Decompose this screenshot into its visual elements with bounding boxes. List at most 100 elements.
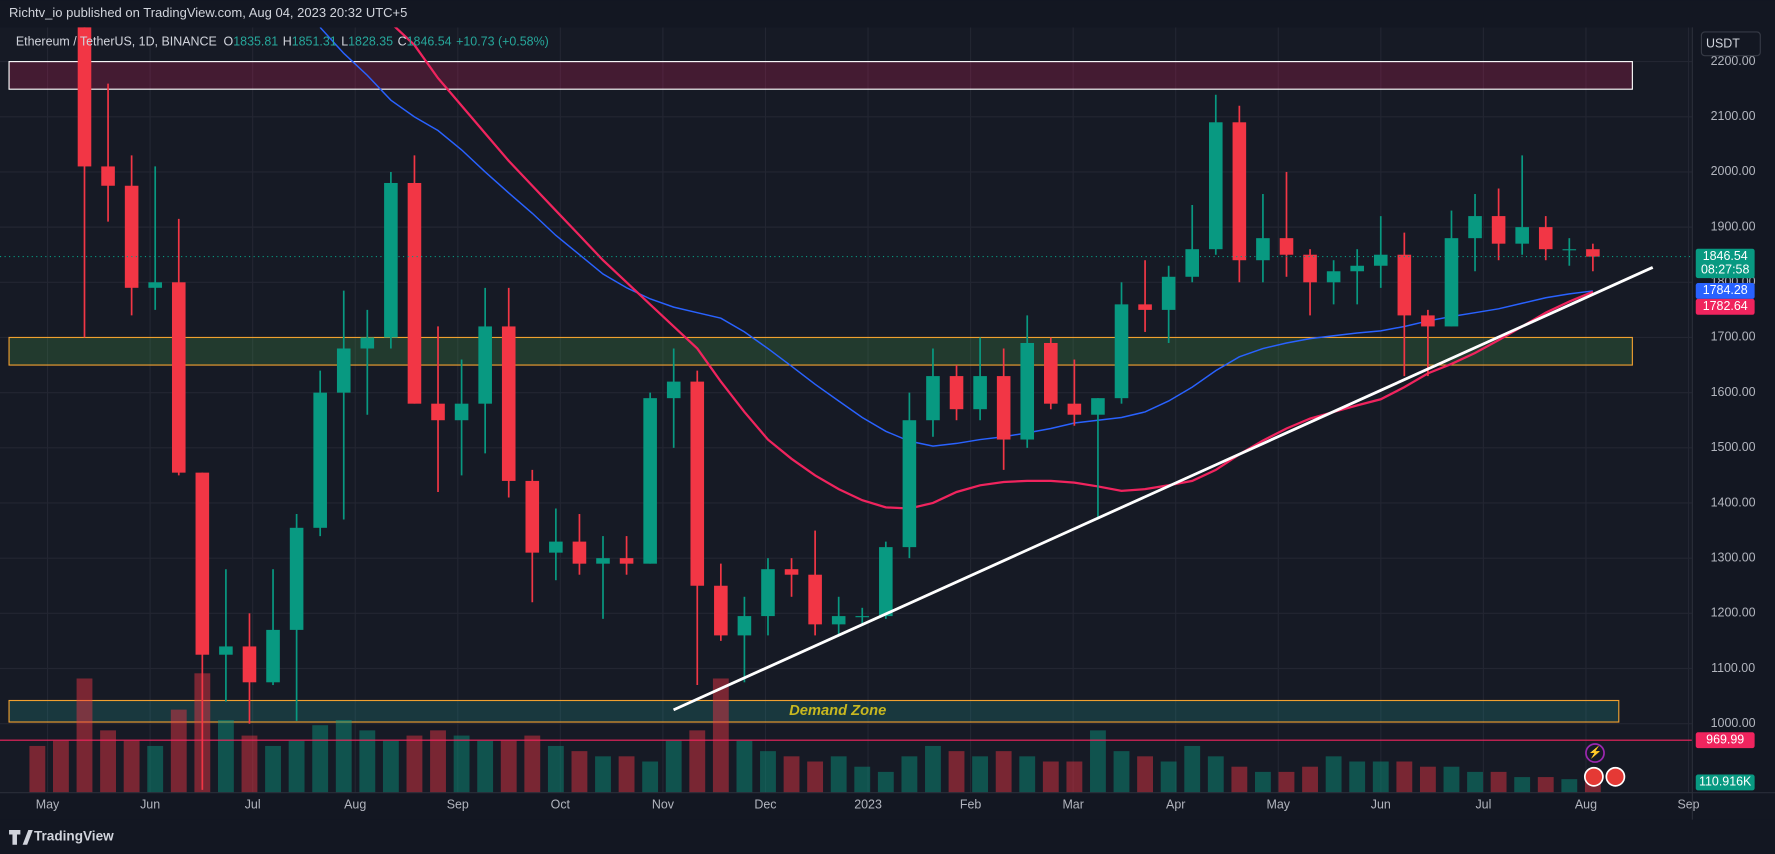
legend-value: 1828.35 [348, 34, 393, 48]
currency-button[interactable] [1700, 31, 1761, 57]
candle-body [1538, 227, 1553, 250]
x-tick-label: May [36, 797, 60, 811]
x-tick-label: Nov [652, 797, 675, 811]
volume-bar [477, 740, 494, 793]
candle-body [1350, 265, 1364, 272]
chart-pane [0, 27, 1693, 793]
x-tick-label: Feb [960, 797, 982, 811]
zone [8, 61, 1633, 90]
economic-event-icon[interactable] [1605, 766, 1626, 787]
volume-bar [854, 766, 871, 793]
y-tick-label: 2000.00 [1711, 164, 1756, 178]
candle-body [478, 326, 492, 404]
candle-body [384, 182, 398, 338]
zone [8, 336, 1633, 366]
legend-key: C [398, 34, 407, 48]
zone-label: Demand Zone [789, 703, 886, 719]
volume-bar [335, 720, 352, 793]
volume-bar [100, 730, 116, 793]
volume-bar [571, 751, 588, 793]
zone [8, 699, 1620, 723]
volume-bar [1490, 771, 1507, 793]
economic-event-icon[interactable] [1583, 766, 1604, 787]
volume-bar [1042, 761, 1059, 793]
x-tick-label: Jun [140, 797, 160, 811]
candle-body [619, 558, 634, 564]
candle-body [1397, 254, 1412, 316]
volume-bar [312, 725, 329, 793]
moving-average [393, 27, 1594, 510]
volume-bar [217, 720, 234, 793]
x-tick-label: Jul [245, 797, 261, 811]
symbol: Ethereum / TetherUS, 1D, BINANCE [16, 34, 217, 48]
volume-bar [1443, 766, 1460, 793]
y-tick-label: 1300.00 [1711, 550, 1756, 564]
volume-bar [1231, 766, 1248, 793]
volume-tag-bg [1695, 774, 1755, 791]
volume-bar [783, 756, 800, 793]
candle-body [336, 348, 351, 393]
ma-tag: 1784.28 [1703, 283, 1748, 297]
y-tick-label: 1500.00 [1711, 440, 1756, 454]
candle-body [1444, 238, 1459, 327]
x-tick-label: May [1267, 797, 1291, 811]
volume-bar [430, 730, 446, 793]
candle-body [1044, 342, 1058, 404]
candle-body [1562, 249, 1577, 251]
candle-body [454, 403, 469, 421]
event-icon-glyph: ⚡ [1588, 745, 1602, 759]
candle-body [101, 166, 115, 186]
volume-bar [359, 730, 376, 793]
volume-bar [265, 745, 281, 793]
event-icon[interactable] [1585, 743, 1605, 763]
volume-bar [689, 730, 706, 793]
alert-tag-bg [1695, 732, 1755, 749]
volume-bar [382, 740, 399, 793]
volume-bar [453, 735, 470, 793]
volume-bar [807, 761, 824, 793]
currency[interactable]: USDT [1706, 37, 1740, 51]
volume-bar [972, 756, 989, 793]
volume-bar [1066, 761, 1083, 793]
volume-bar [1207, 756, 1224, 793]
volume-bar [1537, 777, 1554, 793]
volume-bar [1514, 777, 1531, 793]
volume-bar [925, 745, 941, 793]
volume-bar [901, 756, 918, 793]
volume-bar [1278, 771, 1295, 793]
candle-body [1020, 342, 1035, 440]
volume-bar [995, 751, 1012, 793]
volume-bar [1090, 730, 1106, 793]
x-tick-label: Mar [1062, 797, 1083, 811]
alert-tag: 969.99 [1706, 733, 1744, 747]
volume-bar [147, 745, 164, 793]
x-tick-label: Aug [344, 797, 366, 811]
x-tick-label: Dec [754, 797, 776, 811]
volume-bar [736, 740, 753, 793]
candle-body [831, 616, 846, 625]
volume-bar [524, 735, 541, 793]
last-price-tag-bg [1695, 248, 1755, 279]
y-tick-label: 1100.00 [1711, 661, 1755, 675]
candle-body [1303, 254, 1317, 283]
y-tick-label: 1600.00 [1711, 385, 1756, 399]
volume-bar [1419, 766, 1436, 793]
candle-body [996, 376, 1011, 440]
y-tick-label: 2200.00 [1711, 54, 1756, 68]
legend-value: 1851.31 [292, 34, 337, 48]
legend-value: 1846.54 [407, 34, 452, 48]
candle-body [266, 629, 280, 683]
y-tick-label: 1000.00 [1711, 716, 1756, 730]
ma-tag-bg [1695, 283, 1755, 299]
candle-body [525, 480, 540, 553]
ma-tag: 1782.64 [1703, 299, 1748, 313]
volume-bar [123, 740, 140, 793]
y-tick-label: 1200.00 [1711, 606, 1756, 620]
x-tick-label: Sep [447, 797, 469, 811]
x-tick-label: Jun [1371, 797, 1391, 811]
candle-body [1232, 122, 1247, 261]
candle-body [643, 398, 657, 564]
candle-body [761, 569, 775, 617]
candle-body [77, 27, 92, 167]
